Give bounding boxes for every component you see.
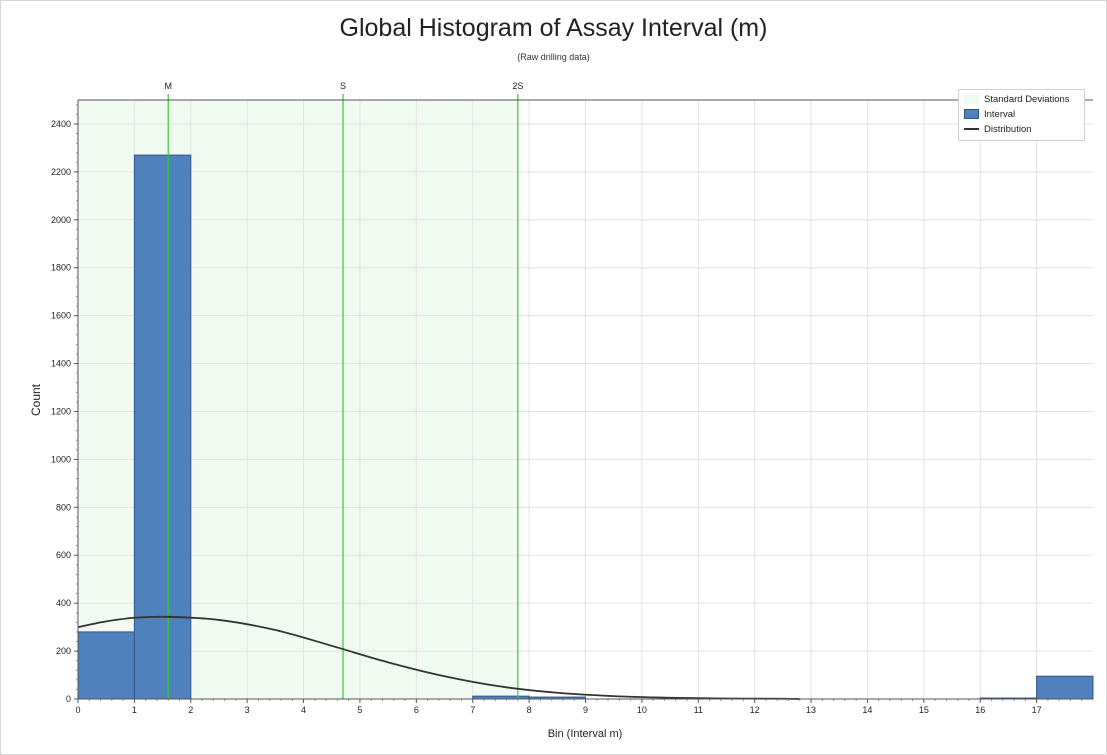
y-tick-label: 2400 bbox=[51, 119, 71, 129]
x-tick-label: 11 bbox=[694, 705, 703, 715]
x-tick-label: 16 bbox=[975, 705, 985, 715]
x-tick-label: 9 bbox=[583, 705, 588, 715]
x-tick-label: 1 bbox=[132, 705, 137, 715]
x-tick-label: 8 bbox=[527, 705, 532, 715]
legend-band-swatch bbox=[964, 94, 979, 105]
y-tick-label: 0 bbox=[66, 694, 71, 704]
x-tick-label: 7 bbox=[470, 705, 475, 715]
x-tick-label: 15 bbox=[919, 705, 929, 715]
x-tick-label: 6 bbox=[414, 705, 419, 715]
x-tick-label: 5 bbox=[357, 705, 362, 715]
std-marker-layer: M S 2S bbox=[164, 81, 523, 699]
x-tick-label: 14 bbox=[862, 705, 872, 715]
std-marker-label: S bbox=[340, 81, 346, 91]
x-tick-label: 0 bbox=[75, 705, 80, 715]
y-tick-label: 600 bbox=[56, 550, 71, 560]
y-tick-label: 2200 bbox=[51, 167, 71, 177]
x-tick-label: 13 bbox=[806, 705, 816, 715]
std-marker-label: M bbox=[164, 81, 172, 91]
axis-layer: 0 200 400 600 800 1000 1200 1400 1600 1800 2000 220… bbox=[51, 99, 1093, 715]
x-axis-title: Bin (Interval m) bbox=[548, 728, 623, 740]
histogram-bar bbox=[1036, 675, 1094, 700]
legend-label-distribution: Distribution bbox=[984, 124, 1032, 135]
y-tick-label: 200 bbox=[56, 646, 71, 656]
chart-subtitle: (Raw drilling data) bbox=[517, 52, 590, 62]
y-tick-label: 1200 bbox=[51, 406, 71, 416]
y-tick-label: 1000 bbox=[51, 454, 71, 464]
legend-item-interval: Interval bbox=[964, 108, 1015, 121]
x-tick-label: 12 bbox=[750, 705, 760, 715]
std-marker-label: 2S bbox=[512, 81, 523, 91]
legend-line-swatch bbox=[964, 128, 979, 131]
y-tick-label: 400 bbox=[56, 598, 71, 608]
x-tick-label: 4 bbox=[301, 705, 306, 715]
legend-label-std: Standard Deviations bbox=[984, 94, 1070, 105]
legend-item-distribution: Distribution bbox=[964, 123, 1032, 136]
distribution-curve bbox=[77, 615, 800, 700]
y-tick-label: 2000 bbox=[51, 215, 71, 225]
bar-layer bbox=[77, 154, 1094, 700]
x-tick-label: 3 bbox=[245, 705, 250, 715]
x-tick-label: 10 bbox=[637, 705, 647, 715]
histogram-bar bbox=[133, 154, 192, 700]
y-tick-label: 1800 bbox=[51, 263, 71, 273]
legend-item-std: Standard Deviations bbox=[964, 93, 1070, 106]
legend-label-interval: Interval bbox=[984, 109, 1016, 120]
legend: Standard Deviations Interval Distributio… bbox=[958, 89, 1085, 141]
y-tick-label: 1400 bbox=[51, 359, 71, 369]
legend-bar-swatch bbox=[964, 109, 979, 120]
distribution-layer bbox=[77, 615, 800, 700]
y-tick-label: 800 bbox=[56, 502, 71, 512]
histogram-bar bbox=[77, 631, 135, 700]
x-tick-label: 17 bbox=[1032, 705, 1042, 715]
y-axis-title: Count bbox=[29, 383, 43, 416]
x-tick-label: 2 bbox=[188, 705, 193, 715]
chart-title: Global Histogram of Assay Interval (m) bbox=[339, 14, 768, 42]
y-tick-label: 1600 bbox=[51, 311, 71, 321]
